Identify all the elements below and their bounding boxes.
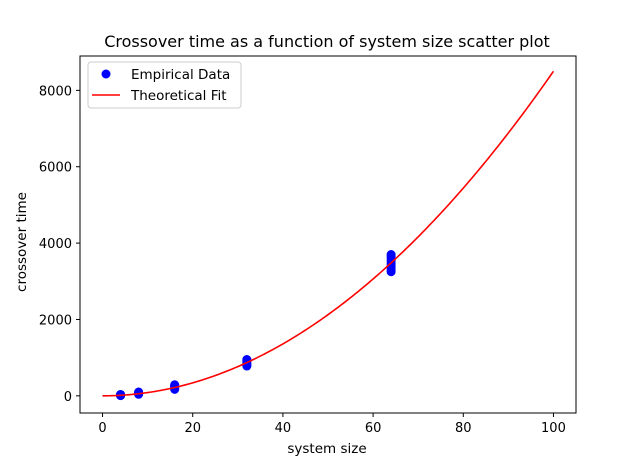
axes-frame xyxy=(79,55,577,414)
x-tick-label: 0 xyxy=(98,421,106,436)
legend-box xyxy=(87,61,242,109)
y-axis-label: crossover time xyxy=(14,192,30,292)
y-tick-label: 6000 xyxy=(39,161,72,176)
x-tick-label: 20 xyxy=(184,421,201,436)
plot-area xyxy=(102,70,555,401)
y-axis-ticks: 0 2000 4000 6000 8000 xyxy=(39,84,80,405)
x-tick-label: 80 xyxy=(455,421,472,436)
y-tick-label: 4000 xyxy=(39,237,72,252)
legend-label-empirical: Empirical Data xyxy=(131,67,230,83)
fit-line xyxy=(102,70,555,397)
y-tick-label: 0 xyxy=(64,390,72,405)
data-point xyxy=(386,250,396,260)
legend-marker-empirical xyxy=(101,69,111,79)
x-axis-ticks: 0 20 40 60 80 100 xyxy=(98,413,566,436)
legend: Empirical Data Theoretical Fit xyxy=(87,61,242,109)
x-tick-label: 60 xyxy=(365,421,382,436)
data-point xyxy=(134,387,144,397)
legend-label-fit: Theoretical Fit xyxy=(130,88,227,104)
data-point xyxy=(116,389,126,399)
chart-title: Crossover time as a function of system s… xyxy=(104,32,550,51)
x-tick-label: 40 xyxy=(275,421,292,436)
x-axis-label: system size xyxy=(287,441,366,457)
y-tick-label: 8000 xyxy=(39,84,72,99)
y-tick-label: 2000 xyxy=(39,313,72,328)
x-tick-label: 100 xyxy=(541,421,566,436)
